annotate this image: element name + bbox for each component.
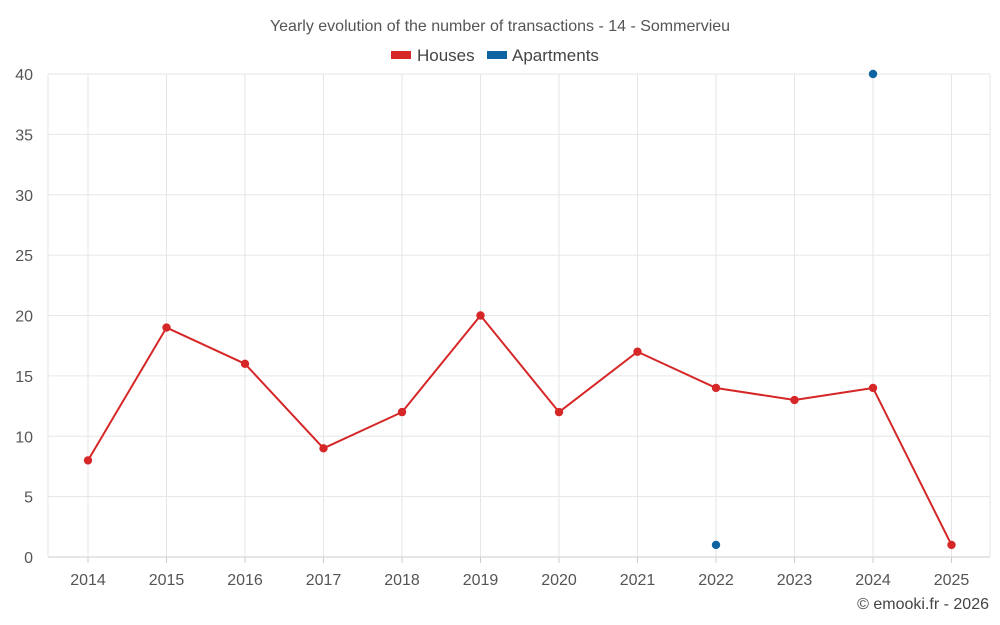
data-point-houses[interactable]: [319, 444, 328, 453]
y-tick-label: 15: [15, 369, 33, 386]
data-point-houses[interactable]: [790, 395, 799, 405]
y-axis: 0 5 10 15 20 25 30 35 40: [15, 67, 33, 567]
data-point-houses[interactable]: [554, 407, 564, 417]
plot-area: [83, 69, 956, 550]
x-tick-label: 2015: [149, 572, 185, 589]
legend: Houses Apartments: [391, 46, 599, 65]
data-point-houses[interactable]: [162, 323, 171, 332]
x-tick-label: 2025: [934, 572, 970, 589]
data-point-houses[interactable]: [476, 311, 485, 320]
x-tick-label: 2021: [620, 572, 656, 589]
y-tick-label: 40: [15, 67, 33, 84]
y-tick-label: 25: [15, 248, 33, 265]
x-tick-label: 2023: [777, 572, 813, 589]
legend-swatch-apartments: [487, 51, 507, 59]
x-tick-label: 2018: [384, 572, 420, 589]
legend-item-houses[interactable]: Houses: [391, 46, 475, 65]
legend-item-apartments[interactable]: Apartments: [487, 46, 599, 65]
data-point-houses[interactable]: [947, 540, 956, 550]
chart-title: Yearly evolution of the number of transa…: [270, 18, 730, 35]
data-point-houses[interactable]: [633, 347, 642, 356]
y-tick-label: 0: [24, 550, 33, 567]
legend-label-houses: Houses: [417, 46, 475, 65]
y-tick-label: 10: [15, 429, 33, 446]
series-line-houses: [87, 314, 953, 546]
data-point-apartments[interactable]: [711, 540, 721, 550]
data-point-houses[interactable]: [83, 456, 93, 465]
data-point-houses[interactable]: [868, 383, 878, 393]
data-point-apartments[interactable]: [868, 69, 878, 79]
x-tick-label: 2019: [463, 572, 499, 589]
x-tick-label: 2016: [227, 572, 263, 589]
grid: [47, 73, 991, 558]
data-point-houses[interactable]: [397, 407, 407, 417]
data-point-houses[interactable]: [711, 383, 721, 393]
data-point-houses[interactable]: [240, 359, 250, 368]
x-tick-label: 2020: [541, 572, 577, 589]
x-tick-label: 2024: [855, 572, 891, 589]
y-tick-label: 5: [24, 490, 33, 507]
legend-label-apartments: Apartments: [512, 46, 599, 65]
y-tick-label: 30: [15, 188, 33, 205]
y-tick-label: 35: [15, 127, 33, 144]
credit: © emooki.fr - 2026: [857, 596, 989, 613]
x-axis: 2014 2015 2016 2017 2018 2019 2020 2021 2022 2023…: [70, 557, 969, 589]
x-tick-label: 2014: [70, 572, 106, 589]
x-tick-label: 2022: [698, 572, 734, 589]
legend-swatch-houses: [391, 51, 411, 59]
y-tick-label: 20: [15, 309, 33, 326]
x-tick-label: 2017: [306, 572, 342, 589]
